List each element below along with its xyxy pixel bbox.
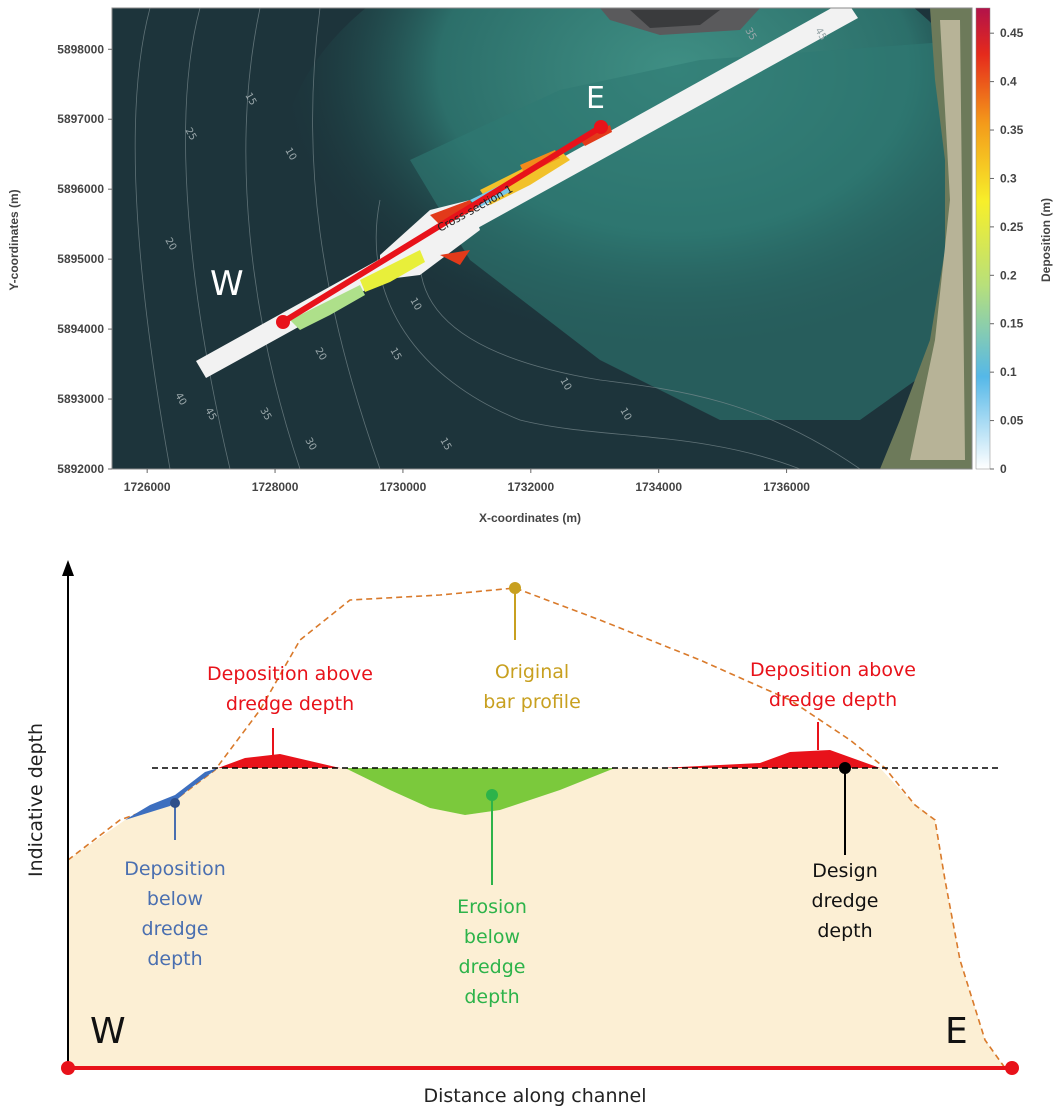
colorbar-tick-label: 0.25 <box>1000 220 1024 234</box>
colorbar-tick-label: 0.45 <box>1000 26 1024 40</box>
leader-dot <box>170 798 180 808</box>
y-tick-label: 5893000 <box>57 392 104 406</box>
annotation: Design <box>812 860 878 882</box>
colorbar <box>976 8 990 469</box>
x-tick-label: 1732000 <box>507 480 554 494</box>
colorbar-tick-label: 0.4 <box>1000 75 1017 89</box>
east-end <box>1005 1061 1019 1075</box>
leader-dot <box>509 582 521 594</box>
annotation: depth <box>464 986 519 1008</box>
figure: Cross-section 1 W E 25201510454035302015… <box>0 0 1058 1113</box>
x-axis-label: X-coordinates (m) <box>479 511 581 525</box>
annotation: dredge depth <box>769 689 897 711</box>
y-tick-label: 5892000 <box>57 462 104 476</box>
schematic: Indicative depth Distance along channel … <box>25 560 1019 1107</box>
west-point <box>276 315 290 329</box>
bar-fill <box>68 768 1005 1068</box>
colorbar-tick-label: 0.1 <box>1000 365 1017 379</box>
east-label: E <box>945 1011 968 1052</box>
annotation: depth <box>817 920 872 942</box>
annotation: below <box>464 926 520 948</box>
deposition-above-left <box>218 754 340 768</box>
y-tick-label: 5894000 <box>57 322 104 336</box>
annotation: below <box>147 888 203 910</box>
colorbar-tick-label: 0.05 <box>1000 414 1024 428</box>
annotation: dredge <box>142 918 209 940</box>
annotation: bar profile <box>483 691 581 713</box>
colorbar-tick-label: 0.3 <box>1000 171 1017 185</box>
east-point <box>594 120 608 134</box>
east-label: E <box>586 81 605 116</box>
leader-dot <box>839 762 851 774</box>
annotation: dredge depth <box>226 693 354 715</box>
y-tick-label: 5898000 <box>57 42 104 56</box>
annotation: dredge <box>812 890 879 912</box>
annotation: Original <box>495 661 569 683</box>
west-label: W <box>210 264 244 304</box>
annotation: Deposition <box>124 858 226 880</box>
x-label: Distance along channel <box>424 1085 647 1107</box>
x-tick-label: 1726000 <box>124 480 171 494</box>
annotation: Erosion <box>457 896 527 918</box>
annotation: dredge <box>459 956 526 978</box>
y-axis-label: Y-coordinates (m) <box>7 189 21 290</box>
colorbar-tick-label: 0.35 <box>1000 123 1024 137</box>
west-end <box>61 1061 75 1075</box>
colorbar-tick-label: 0.2 <box>1000 268 1017 282</box>
y-tick-label: 5897000 <box>57 112 104 126</box>
y-label: Indicative depth <box>25 723 47 877</box>
x-tick-label: 1736000 <box>763 480 810 494</box>
annotation: Deposition above <box>750 659 916 681</box>
annotation: depth <box>147 948 202 970</box>
west-label: W <box>90 1011 126 1052</box>
y-tick-label: 5895000 <box>57 252 104 266</box>
y-axis-arrow <box>62 560 74 576</box>
colorbar-tick-label: 0.15 <box>1000 317 1024 331</box>
y-tick-label: 5896000 <box>57 182 104 196</box>
colorbar-tick-label: 0 <box>1000 462 1007 476</box>
x-tick-label: 1730000 <box>380 480 427 494</box>
colorbar-label: Deposition (m) <box>1039 198 1053 282</box>
x-tick-label: 1728000 <box>252 480 299 494</box>
leader-dot <box>486 789 498 801</box>
x-tick-label: 1734000 <box>635 480 682 494</box>
annotation: Deposition above <box>207 663 373 685</box>
